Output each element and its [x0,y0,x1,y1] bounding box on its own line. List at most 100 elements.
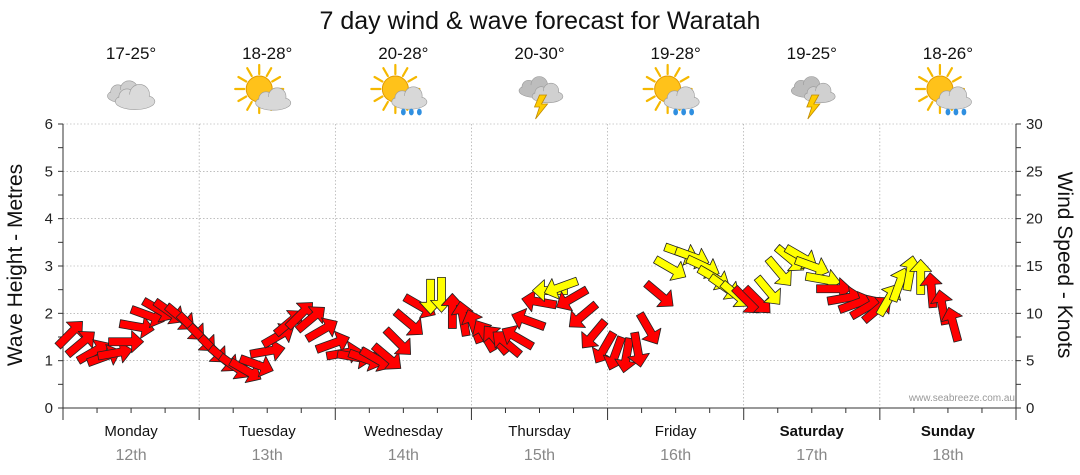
cloud-shape [936,86,972,110]
wind-arrow [314,330,350,354]
wind-arrow [511,308,547,331]
day-date: 14th [388,447,419,464]
wind-arrow [440,293,464,329]
raindrop-shape [416,108,422,116]
raindrop-shape [681,108,687,116]
sun-cloud-rain-icon [642,63,700,116]
day-name: Wednesday [364,423,443,440]
wind-arrow [940,306,963,343]
wind-arrow [753,274,781,305]
day-date: 15th [524,447,555,464]
wind-arrow [294,306,325,334]
day-name: Sunday [921,423,976,440]
wind-arrow [54,321,83,350]
chart-title: 7 day wind & wave forecast for Waratah [320,7,761,35]
temp-range: 20-30° [514,44,564,63]
wind-arrow [643,280,674,308]
y-tick-label: 1 [45,353,53,370]
y-tick-label: 5 [45,163,53,180]
cloud-shape [663,86,700,110]
y-axis-title: Wave Height - Metres [4,164,27,366]
storm-icon [518,76,564,120]
temp-range: 19-28° [651,44,701,63]
y-tick-label: 2 [45,305,53,322]
sun-cloud-icon [234,63,292,115]
raindrop-shape [408,108,414,116]
y2-tick-label: 25 [1026,163,1043,180]
day-name: Friday [655,423,697,440]
wind-arrow [304,317,338,343]
y2-tick-label: 5 [1026,353,1034,370]
y2-tick-label: 20 [1026,211,1043,228]
y-tick-label: 6 [45,116,53,133]
day-name: Tuesday [239,423,296,440]
cloudy-icon [107,80,156,110]
wind-arrow [96,340,133,364]
wind-arrow [238,354,274,378]
wind-arrows [54,242,963,384]
temp-range: 17-25° [106,44,156,63]
raindrop-shape [400,108,406,116]
day-date: 18th [932,447,963,464]
day-date: 16th [660,447,691,464]
wind-arrow [501,325,535,351]
lightning-shape [806,94,821,120]
y2-axis-title: Wind Speed - Knots [1053,172,1076,359]
credit-text: www.seabreeze.com.au [908,393,1015,404]
y2-tick-label: 15 [1026,258,1043,275]
raindrop-shape [673,108,679,116]
daily-forecast-header: 17-25° 18-28° 20-28° 20-30° 19-28° 19-25° 18-2… [106,44,973,120]
temp-range: 20-28° [378,44,428,63]
day-labels: Monday 12th Tuesday 13th Wednesday 14th Thursd… [104,423,975,464]
y-tick-label: 3 [45,258,53,275]
wind-arrow [909,258,933,295]
cloud-shape [255,87,292,111]
sun-cloud-rain-icon [370,63,428,116]
wind-arrow [228,357,262,384]
wind-arrow [543,276,580,300]
grid-lines [63,123,1016,408]
y-tick-label: 0 [45,400,53,417]
wind-arrow [249,338,286,362]
wind-arrow [764,255,792,286]
wind-arrow [392,308,423,336]
raindrop-shape [953,108,959,116]
wind-arrow [492,330,523,359]
storm-icon [790,76,836,120]
wind-arrow [556,285,590,312]
wind-arrow [581,318,609,349]
wind-arrow [382,326,412,355]
day-date: 17th [796,447,827,464]
day-date: 13th [252,447,283,464]
axes: 0 1 2 3 4 5 6 0 5 10 15 20 25 30 [45,116,1043,420]
wind-arrow [371,342,402,370]
day-name: Saturday [780,423,845,440]
raindrop-shape [945,108,951,116]
y-tick-label: 4 [45,211,53,228]
day-name: Monday [104,423,158,440]
wind-arrow [568,300,600,328]
y2-tick-label: 0 [1026,400,1034,417]
wind-arrow [653,255,687,281]
day-name: Thursday [508,423,571,440]
y2-tick-label: 30 [1026,116,1043,133]
wind-arrow [118,316,155,339]
sun-cloud-rain-icon [914,63,972,116]
wind-arrow [591,330,618,364]
wind-arrow [627,331,650,368]
raindrop-shape [689,108,695,116]
lightning-shape [533,94,549,120]
temp-range: 18-26° [923,44,973,63]
wind-arrow [614,337,637,374]
cloud-shape [114,84,156,110]
wind-arrow [919,272,943,309]
cloud-shape [391,86,428,110]
wind-arrow [521,289,558,313]
wind-arrow [636,311,662,345]
raindrop-shape [961,108,967,116]
temp-range: 19-25° [787,44,837,63]
y2-tick-label: 10 [1026,305,1043,322]
day-date: 12th [116,447,147,464]
wind-arrow [108,330,145,354]
